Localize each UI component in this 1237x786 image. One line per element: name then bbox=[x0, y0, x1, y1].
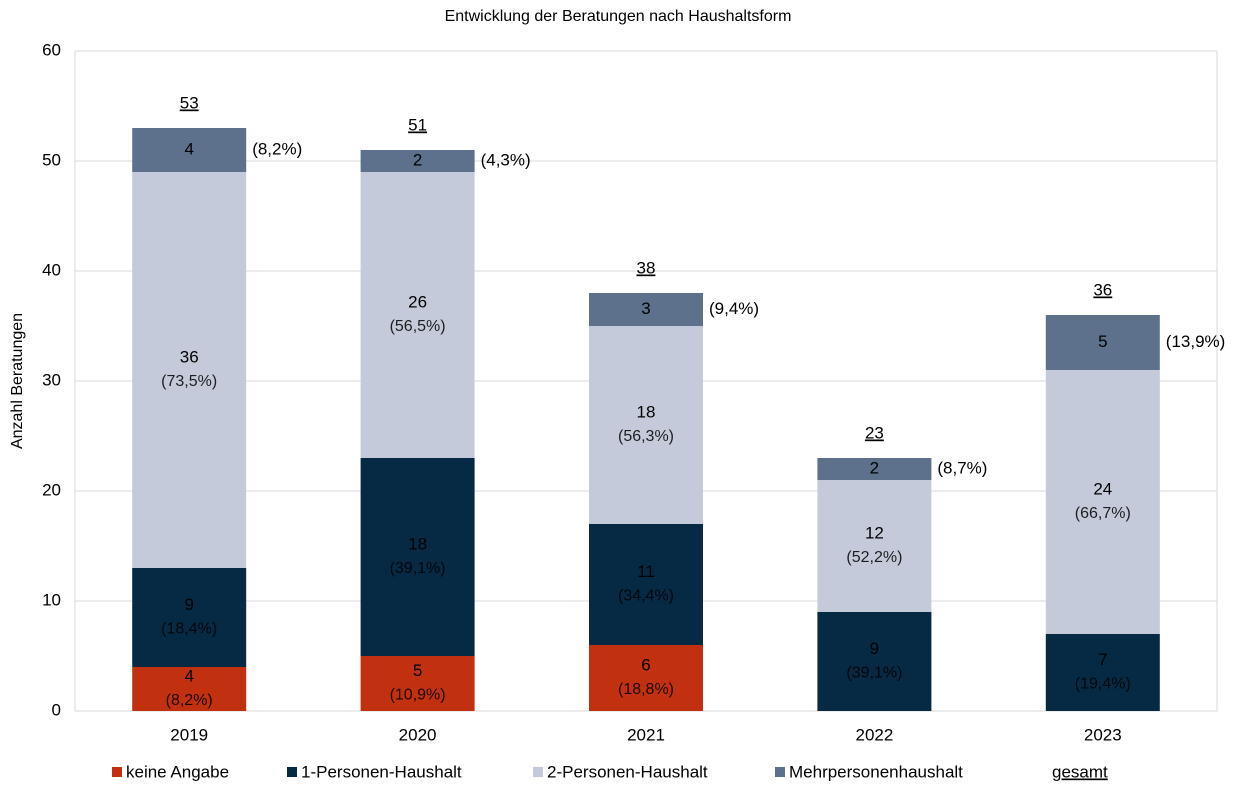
bar-segment bbox=[589, 645, 703, 711]
bar-segment bbox=[589, 293, 703, 326]
value-label: 2 bbox=[413, 150, 422, 169]
total-label: 38 bbox=[637, 258, 656, 277]
percent-label: (8,2%) bbox=[166, 692, 213, 709]
value-label: 12 bbox=[865, 523, 884, 542]
percent-label: (56,3%) bbox=[618, 428, 674, 445]
bar-segment bbox=[817, 612, 932, 711]
percent-label: (8,7%) bbox=[937, 458, 987, 477]
y-tick-label: 50 bbox=[42, 150, 61, 169]
bar-segment bbox=[360, 172, 475, 458]
x-tick-label: 2022 bbox=[855, 725, 893, 744]
bar-segment bbox=[360, 458, 475, 656]
y-tick-label: 0 bbox=[52, 700, 61, 719]
value-label: 2 bbox=[870, 458, 879, 477]
y-tick-label: 20 bbox=[42, 480, 61, 499]
value-label: 9 bbox=[870, 639, 879, 658]
bar-segment bbox=[132, 568, 247, 667]
total-label: 23 bbox=[865, 423, 884, 442]
bar-segment bbox=[817, 480, 932, 612]
total-label: 51 bbox=[408, 115, 427, 134]
percent-label: (9,4%) bbox=[709, 299, 759, 318]
legend-label: gesamt bbox=[1052, 762, 1108, 781]
y-tick-label: 60 bbox=[42, 40, 61, 59]
bar-segment bbox=[589, 326, 703, 524]
bar-segment bbox=[132, 667, 247, 711]
percent-label: (8,2%) bbox=[252, 139, 302, 158]
value-label: 26 bbox=[408, 292, 427, 311]
legend-label: Mehrpersonenhaushalt bbox=[789, 762, 963, 781]
y-tick-label: 40 bbox=[42, 260, 61, 279]
bar-segment bbox=[1045, 315, 1160, 370]
value-label: 24 bbox=[1093, 479, 1112, 498]
percent-label: (56,5%) bbox=[390, 318, 446, 335]
value-label: 18 bbox=[637, 402, 656, 421]
percent-label: (39,1%) bbox=[390, 560, 446, 577]
bar-segment bbox=[1045, 370, 1160, 634]
value-label: 7 bbox=[1098, 650, 1107, 669]
legend-swatch bbox=[287, 767, 297, 777]
percent-label: (4,3%) bbox=[481, 150, 531, 169]
value-label: 4 bbox=[184, 139, 193, 158]
bar-segment bbox=[360, 150, 475, 172]
x-tick-label: 2019 bbox=[170, 725, 208, 744]
bar-segment bbox=[360, 656, 475, 711]
percent-label: (10,9%) bbox=[390, 687, 446, 704]
percent-label: (66,7%) bbox=[1075, 505, 1131, 522]
legend-label: 1-Personen-Haushalt bbox=[301, 762, 462, 781]
percent-label: (19,4%) bbox=[1075, 676, 1131, 693]
percent-label: (39,1%) bbox=[846, 665, 902, 682]
legend-swatch bbox=[775, 767, 785, 777]
percent-label: (18,8%) bbox=[618, 681, 674, 698]
value-label: 36 bbox=[180, 347, 199, 366]
legend-swatch bbox=[533, 767, 543, 777]
value-label: 3 bbox=[641, 299, 650, 318]
percent-label: (52,2%) bbox=[846, 549, 902, 566]
bar-segment bbox=[1045, 634, 1160, 711]
bar-segment bbox=[817, 458, 932, 480]
percent-label: (34,4%) bbox=[618, 588, 674, 605]
x-tick-label: 2021 bbox=[627, 725, 665, 744]
value-label: 11 bbox=[637, 562, 655, 581]
x-tick-label: 2023 bbox=[1084, 725, 1122, 744]
x-tick-label: 2020 bbox=[399, 725, 437, 744]
legend-label: 2-Personen-Haushalt bbox=[547, 762, 708, 781]
value-label: 9 bbox=[184, 595, 193, 614]
legend-label: keine Angabe bbox=[126, 762, 229, 781]
bar-segment bbox=[132, 128, 247, 172]
total-label: 53 bbox=[180, 93, 199, 112]
value-label: 6 bbox=[641, 655, 650, 674]
chart-title: Entwicklung der Beratungen nach Haushalt… bbox=[445, 8, 792, 25]
total-label: 36 bbox=[1093, 280, 1112, 299]
value-label: 5 bbox=[413, 661, 422, 680]
percent-label: (73,5%) bbox=[161, 373, 217, 390]
legend-swatch bbox=[112, 767, 122, 777]
value-label: 4 bbox=[184, 666, 193, 685]
value-label: 5 bbox=[1098, 332, 1107, 351]
percent-label: (18,4%) bbox=[161, 621, 217, 638]
y-axis-label: Anzahl Beratungen bbox=[9, 313, 26, 449]
bar-segment bbox=[132, 172, 247, 568]
value-label: 18 bbox=[408, 534, 427, 553]
y-tick-label: 10 bbox=[42, 590, 61, 609]
percent-label: (13,9%) bbox=[1166, 332, 1226, 351]
bar-segment bbox=[589, 524, 703, 645]
y-tick-label: 30 bbox=[42, 370, 61, 389]
